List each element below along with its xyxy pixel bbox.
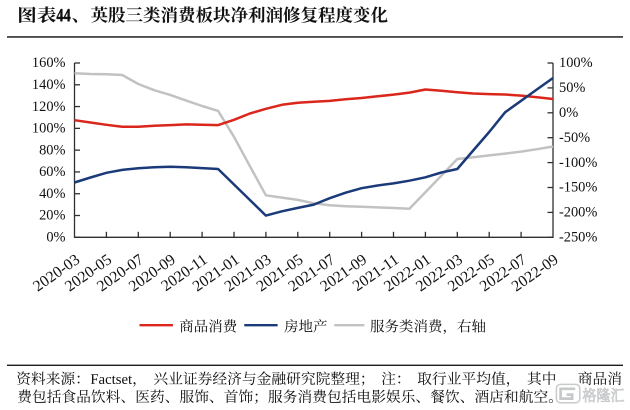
svg-text:-200%: -200% — [559, 205, 597, 221]
svg-text:40%: 40% — [39, 186, 65, 202]
svg-text:20%: 20% — [39, 208, 65, 224]
svg-text:160%: 160% — [32, 55, 66, 71]
svg-text:50%: 50% — [559, 80, 585, 96]
svg-text:140%: 140% — [32, 77, 66, 93]
svg-text:-150%: -150% — [559, 180, 597, 196]
svg-text:100%: 100% — [32, 121, 66, 137]
svg-text:0%: 0% — [559, 105, 578, 121]
svg-text:0%: 0% — [46, 230, 65, 246]
svg-text:-50%: -50% — [559, 130, 590, 146]
svg-text:60%: 60% — [39, 164, 65, 180]
svg-text:120%: 120% — [32, 99, 66, 115]
svg-text:-250%: -250% — [559, 230, 597, 246]
svg-text:-100%: -100% — [559, 155, 597, 171]
svg-text:80%: 80% — [39, 142, 65, 158]
svg-text:100%: 100% — [559, 55, 593, 71]
